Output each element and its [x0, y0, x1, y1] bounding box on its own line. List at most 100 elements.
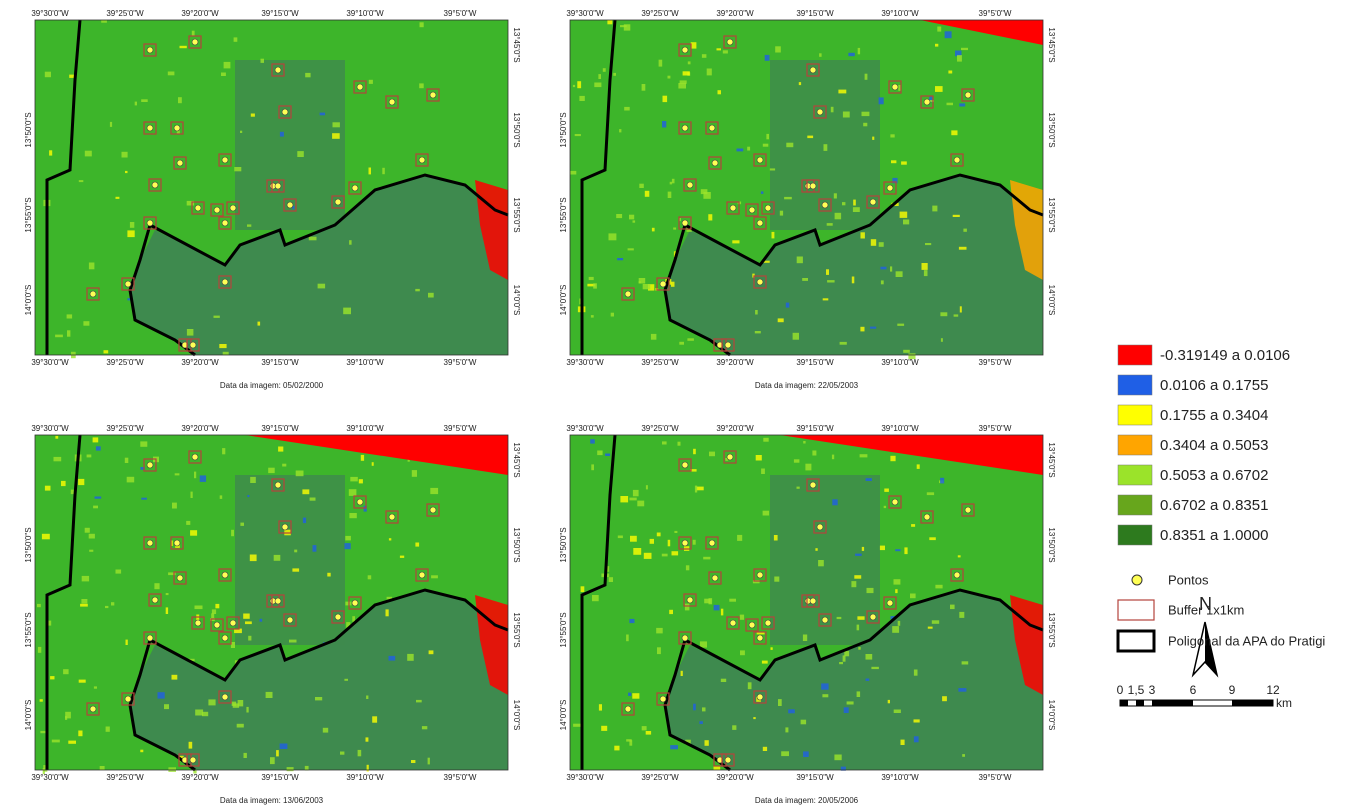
- texture-patch: [766, 134, 769, 139]
- bottom-coord: 39°25'0"W: [106, 773, 144, 782]
- texture-patch: [958, 555, 961, 557]
- texture-patch: [629, 498, 636, 501]
- right-coord: 13°45'0"S: [512, 27, 521, 62]
- texture-patch: [673, 228, 676, 230]
- texture-patch: [775, 46, 781, 52]
- right-coord: 13°55'0"S: [1047, 197, 1056, 232]
- point: [682, 47, 688, 53]
- texture-patch: [774, 577, 779, 582]
- point: [147, 462, 153, 468]
- texture-patch: [79, 680, 86, 683]
- texture-patch: [54, 457, 62, 461]
- legend-label: 0.3404 a 0.5053: [1160, 437, 1268, 454]
- texture-patch: [903, 220, 909, 225]
- texture-patch: [246, 707, 248, 713]
- texture-patch: [111, 602, 114, 605]
- texture-patch: [67, 314, 73, 318]
- texture-patch: [880, 546, 885, 551]
- legend-label: 0.0106 a 0.1755: [1160, 377, 1268, 394]
- point: [625, 706, 631, 712]
- texture-patch: [344, 679, 348, 681]
- texture-patch: [786, 143, 793, 148]
- left-coord: 13°55'0"S: [559, 612, 568, 647]
- point: [887, 185, 893, 191]
- texture-patch: [683, 71, 690, 75]
- left-coord: 13°55'0"S: [559, 197, 568, 232]
- left-coord: 14°0'0"S: [559, 285, 568, 316]
- texture-patch: [431, 575, 438, 578]
- texture-patch: [911, 524, 915, 527]
- texture-patch: [575, 134, 581, 136]
- texture-patch: [633, 548, 641, 555]
- texture-patch: [628, 693, 631, 696]
- texture-patch: [755, 331, 761, 333]
- texture-patch: [803, 751, 809, 757]
- texture-patch: [617, 258, 623, 260]
- top-coord: 39°25'0"W: [641, 424, 679, 433]
- texture-patch: [693, 540, 696, 545]
- texture-patch: [679, 342, 684, 345]
- texture-patch: [871, 667, 879, 669]
- texture-patch: [890, 456, 895, 461]
- point: [757, 279, 763, 285]
- texture-patch: [292, 568, 299, 571]
- texture-patch: [630, 536, 637, 542]
- texture-patch: [732, 240, 739, 243]
- texture-patch: [37, 604, 41, 607]
- texture-patch: [105, 606, 108, 608]
- point: [214, 207, 220, 213]
- texture-patch: [801, 720, 807, 725]
- top-coord: 39°30'0"W: [566, 9, 604, 18]
- point: [287, 202, 293, 208]
- texture-patch: [857, 616, 864, 620]
- point: [90, 291, 96, 297]
- texture-patch: [93, 506, 98, 509]
- top-coord: 39°10'0"W: [346, 9, 384, 18]
- texture-patch: [247, 224, 251, 226]
- texture-patch: [799, 82, 801, 85]
- texture-patch: [910, 594, 916, 599]
- point: [765, 205, 771, 211]
- legend-point: [1132, 575, 1142, 585]
- texture-patch: [639, 184, 644, 188]
- texture-patch: [678, 442, 681, 446]
- legend-swatch: [1118, 405, 1152, 425]
- texture-patch: [122, 152, 128, 158]
- texture-patch: [166, 593, 169, 595]
- texture-patch: [644, 553, 652, 559]
- texture-patch: [429, 650, 434, 654]
- scale-label: 1,5: [1128, 683, 1145, 697]
- texture-patch: [85, 528, 90, 533]
- texture-patch: [234, 167, 241, 171]
- bottom-coord: 39°10'0"W: [881, 358, 919, 367]
- point: [887, 600, 893, 606]
- texture-patch: [333, 122, 340, 127]
- texture-patch: [771, 647, 773, 650]
- texture-patch: [940, 312, 947, 316]
- left-coord: 13°50'0"S: [24, 527, 33, 562]
- texture-patch: [135, 102, 137, 106]
- point: [275, 67, 281, 73]
- texture-patch: [221, 73, 226, 77]
- point: [709, 540, 715, 546]
- texture-patch: [616, 214, 622, 218]
- texture-patch: [753, 717, 755, 719]
- texture-patch: [835, 213, 842, 220]
- bottom-coord: 39°20'0"W: [181, 773, 219, 782]
- texture-patch: [740, 615, 744, 620]
- texture-patch: [826, 269, 829, 275]
- texture-patch: [681, 671, 683, 676]
- texture-patch: [925, 243, 931, 245]
- texture-patch: [657, 533, 661, 537]
- point: [90, 706, 96, 712]
- point: [725, 757, 731, 763]
- point: [757, 572, 763, 578]
- texture-patch: [581, 586, 585, 592]
- texture-patch: [323, 728, 328, 733]
- texture-patch: [643, 284, 651, 289]
- scale-label: 3: [1149, 683, 1156, 697]
- texture-patch: [788, 709, 795, 713]
- point: [352, 185, 358, 191]
- point: [870, 614, 876, 620]
